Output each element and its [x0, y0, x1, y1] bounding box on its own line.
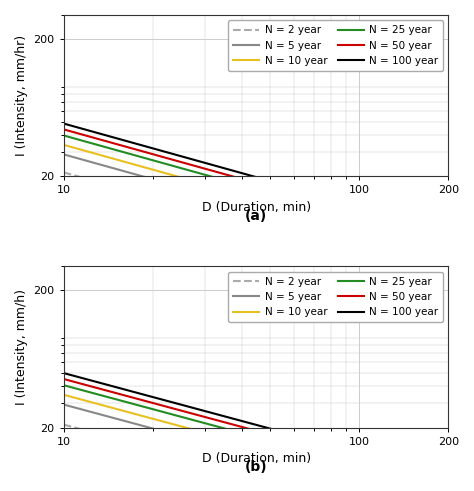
- X-axis label: D (Duration, min): D (Duration, min): [201, 452, 310, 465]
- Text: (a): (a): [245, 209, 267, 222]
- Y-axis label: I (Intensity, mm/hr): I (Intensity, mm/hr): [15, 35, 28, 156]
- Legend: N = 2 year, N = 5 year, N = 10 year, N = 25 year, N = 50 year, N = 100 year: N = 2 year, N = 5 year, N = 10 year, N =…: [228, 272, 443, 323]
- Y-axis label: I (Intensity, mm/h): I (Intensity, mm/h): [15, 289, 28, 405]
- Legend: N = 2 year, N = 5 year, N = 10 year, N = 25 year, N = 50 year, N = 100 year: N = 2 year, N = 5 year, N = 10 year, N =…: [228, 20, 443, 71]
- Text: (b): (b): [245, 460, 267, 474]
- X-axis label: D (Duration, min): D (Duration, min): [201, 201, 310, 214]
